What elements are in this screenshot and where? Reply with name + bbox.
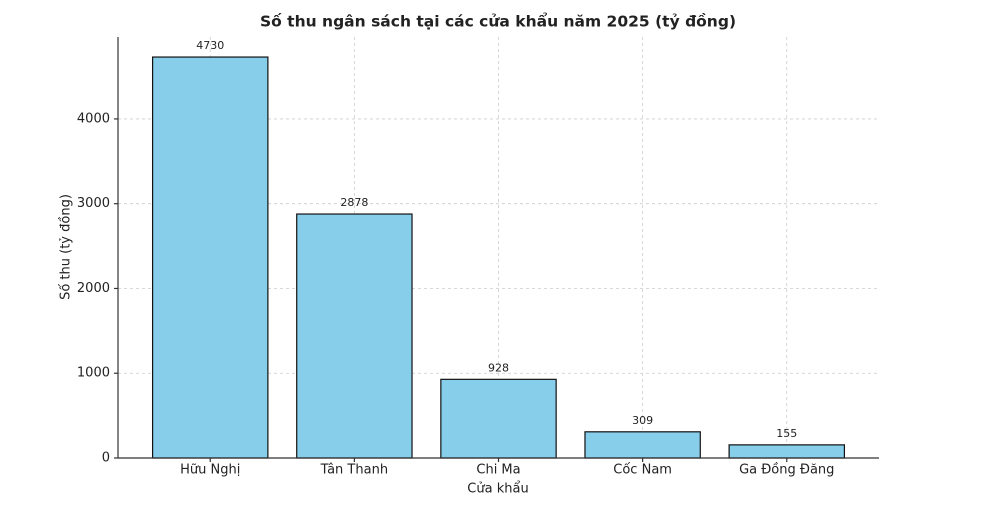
x-tick-label: Chi Ma	[476, 463, 520, 478]
y-tick-label: 2000	[77, 281, 110, 296]
value-label: 2878	[340, 196, 368, 209]
bar	[296, 213, 413, 459]
y-axis-label: Số thu (tỷ đồng)	[59, 194, 74, 300]
x-tick-label: Tân Thanh	[320, 463, 388, 478]
y-tick-label: 4000	[77, 111, 110, 126]
value-label: 4730	[196, 39, 224, 52]
x-axis-label: Cửa khẩu	[467, 482, 528, 497]
x-tick-label: Cốc Nam	[613, 463, 672, 478]
y-tick-label: 0	[102, 451, 110, 466]
chart-title: Số thu ngân sách tại các cửa khẩu năm 20…	[260, 12, 736, 31]
y-tick-label: 1000	[77, 366, 110, 381]
bar	[151, 56, 269, 459]
x-tick-label: Ga Đồng Đăng	[739, 463, 834, 478]
bar	[728, 444, 846, 459]
value-label: 155	[776, 427, 797, 440]
bar	[440, 378, 557, 459]
x-tick-label: Hữu Nghị	[180, 463, 240, 478]
value-label: 309	[632, 414, 653, 427]
value-label: 928	[488, 361, 509, 374]
bar	[584, 431, 701, 459]
y-tick-label: 3000	[77, 196, 110, 211]
